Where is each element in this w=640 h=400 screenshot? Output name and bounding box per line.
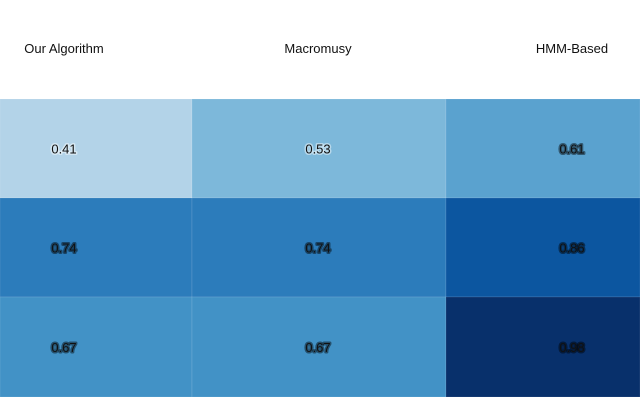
column-header-2: Macromusy [284, 41, 352, 56]
cell-label-r2-c2: 0.74 [305, 241, 330, 256]
cell-label-r3-c3: 0.98 [559, 340, 584, 355]
cell-label-r3-c1: 0.67 [51, 340, 76, 355]
cell-label-r1-c2: 0.53 [305, 142, 330, 157]
cell-label-halo-r2-c3: 0.86 [559, 241, 584, 256]
cell-label-r3-c2: 0.67 [305, 340, 330, 355]
column-headers: Our Algorithm Macromusy HMM-Based [24, 41, 608, 56]
heatmap-cell-r2-c2 [191, 197, 447, 298]
heatmap-cell-r3-c2 [191, 296, 447, 398]
cell-label-halo-r1-c1: 0.41 [51, 142, 76, 157]
cell-label-r1-c1: 0.41 [51, 142, 76, 157]
heatmap-cell-r1-c1 [0, 98, 193, 199]
cell-label-halo-r3-c3: 0.98 [559, 340, 584, 355]
cell-label-r1-c3: 0.61 [559, 142, 584, 157]
cell-label-r2-c3: 0.86 [559, 241, 584, 256]
cell-label-r2-c1: 0.74 [51, 241, 76, 256]
heatmap-cell-r2-c3 [445, 197, 640, 298]
cell-label-halo-r1-c3: 0.61 [559, 142, 584, 157]
cell-label-halo-r3-c2: 0.67 [305, 340, 330, 355]
heatmap-cell-r3-c3 [445, 296, 640, 398]
cell-label-halo-r1-c2: 0.53 [305, 142, 330, 157]
column-header-3: HMM-Based [536, 41, 608, 56]
cell-label-halo-r3-c1: 0.67 [51, 340, 76, 355]
heatmap-cell-r1-c3 [445, 98, 640, 199]
heatmap-cell-r2-c1 [0, 197, 193, 298]
cell-label-halo-r2-c2: 0.74 [305, 241, 330, 256]
heatmap-cells: 0.410.41 0.530.53 0.610.610.740.74 0.740.74… [0, 98, 640, 398]
cell-label-halo-r2-c1: 0.74 [51, 241, 76, 256]
column-header-1: Our Algorithm [24, 41, 103, 56]
heatmap-cell-r3-c1 [0, 296, 193, 398]
